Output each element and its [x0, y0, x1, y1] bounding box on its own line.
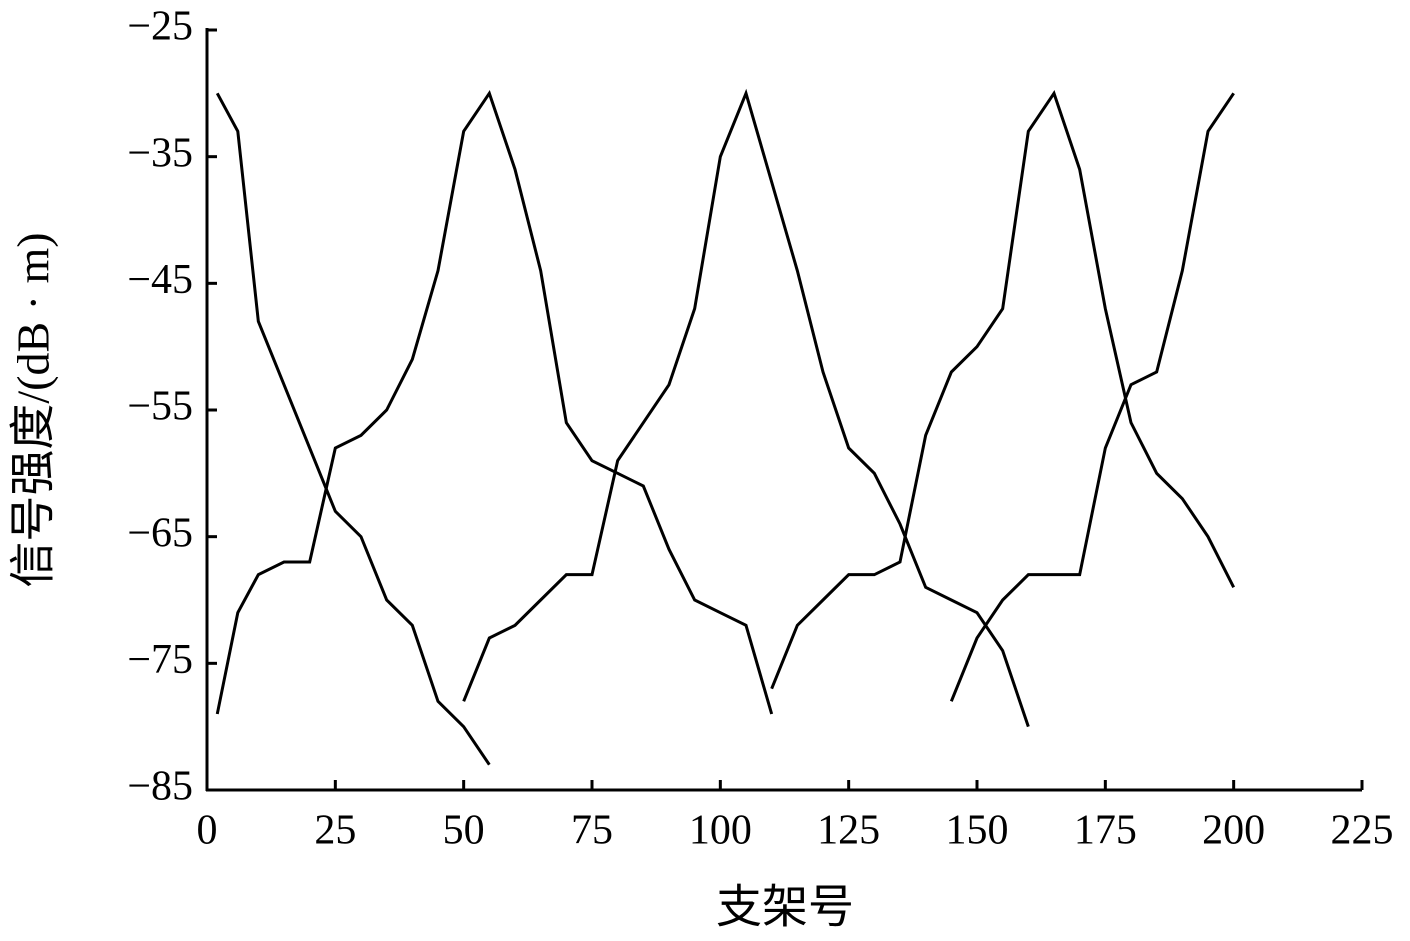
x-tick-label: 100: [689, 808, 752, 854]
y-tick-label: −35: [127, 130, 193, 176]
x-tick-label: 50: [443, 808, 485, 854]
x-tick-label: 125: [817, 808, 880, 854]
x-axis-label: 支架号: [716, 882, 854, 933]
y-tick-label: −45: [127, 257, 193, 303]
x-tick-label: 200: [1202, 808, 1265, 854]
y-tick-label: −25: [127, 4, 193, 50]
data-line: [770, 89, 1236, 690]
x-tick-label: 175: [1074, 808, 1137, 854]
y-axis-label: 信号强度/(dB · m): [8, 232, 59, 587]
x-tick-label: 150: [946, 808, 1009, 854]
data-line: [215, 89, 774, 715]
x-tick-label: 75: [571, 808, 613, 854]
data-line: [215, 92, 491, 766]
y-tick-label: −75: [127, 637, 193, 683]
x-tick-label: 0: [197, 808, 218, 854]
data-line: [462, 88, 1030, 728]
y-tick-label: −55: [127, 384, 193, 430]
x-tick-label: 25: [314, 808, 356, 854]
data-line: [949, 92, 1235, 702]
x-tick-label: 225: [1331, 808, 1394, 854]
y-tick-label: −65: [127, 510, 193, 556]
y-tick-label: −85: [127, 764, 193, 810]
